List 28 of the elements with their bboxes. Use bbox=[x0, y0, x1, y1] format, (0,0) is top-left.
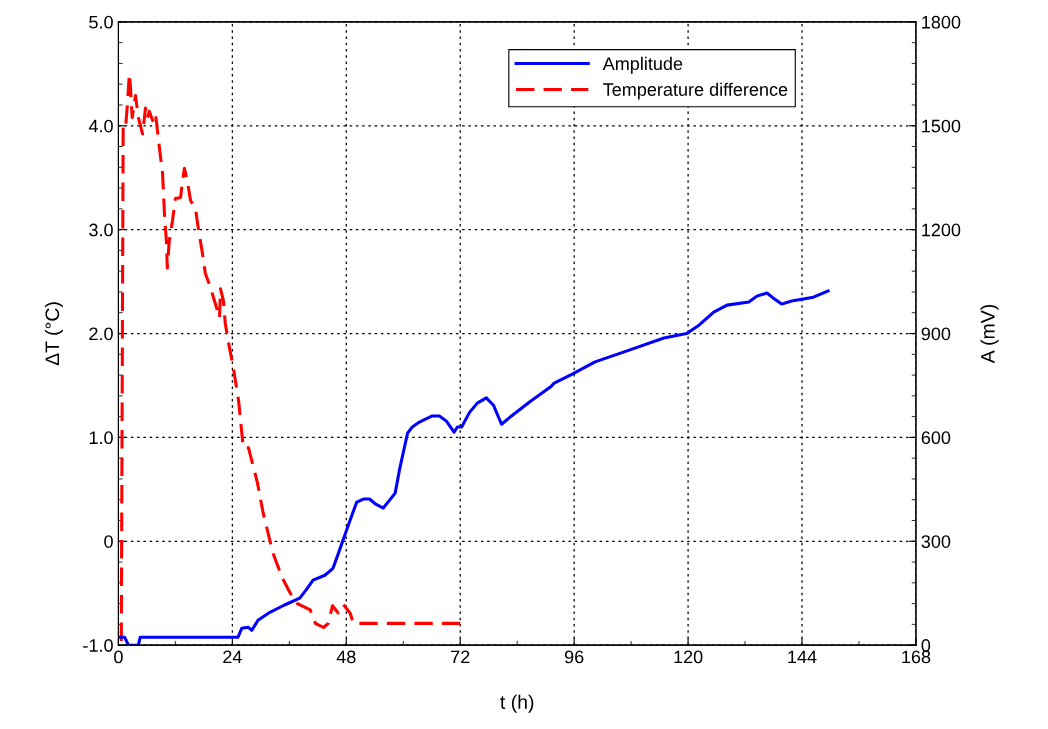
y2-tick-label: 600 bbox=[921, 431, 951, 445]
x-tick-label: 24 bbox=[223, 650, 242, 664]
y2-axis-title: A (mV) bbox=[980, 305, 999, 364]
x-tick-label: 96 bbox=[564, 650, 584, 664]
legend-label: Temperature difference bbox=[603, 82, 788, 100]
y2-tick-label: 1200 bbox=[922, 223, 961, 237]
y2-tick-label: 0 bbox=[921, 639, 931, 652]
y-axis-title: ΔT (°C) bbox=[44, 302, 63, 366]
y2-tick-label: 900 bbox=[921, 327, 951, 341]
y-tick-label: 0 bbox=[104, 535, 113, 548]
x-tick-label: 48 bbox=[336, 650, 356, 664]
y2-tick-label: 300 bbox=[921, 535, 951, 548]
y2-tick-label: 1500 bbox=[922, 119, 961, 133]
line-series bbox=[118, 289, 830, 646]
x-tick-label: 168 bbox=[902, 650, 931, 664]
y-tick-label: 1.0 bbox=[89, 431, 113, 445]
y-tick-label: 5.0 bbox=[89, 15, 113, 29]
y-tick-label: 4.0 bbox=[88, 119, 113, 133]
x-tick-label: 120 bbox=[674, 650, 703, 664]
y-tick-label: -1.0 bbox=[83, 639, 113, 652]
y-tick-label: 3.0 bbox=[89, 223, 113, 237]
y-tick-label: 2.0 bbox=[89, 327, 113, 341]
x-tick-label: 72 bbox=[451, 650, 470, 664]
y2-tick-label: 1800 bbox=[922, 15, 961, 29]
x-tick-label: 0 bbox=[114, 650, 123, 664]
legend-label: Amplitude bbox=[602, 56, 683, 74]
x-axis-title: t (h) bbox=[500, 694, 534, 713]
x-tick-label: 144 bbox=[788, 650, 817, 664]
